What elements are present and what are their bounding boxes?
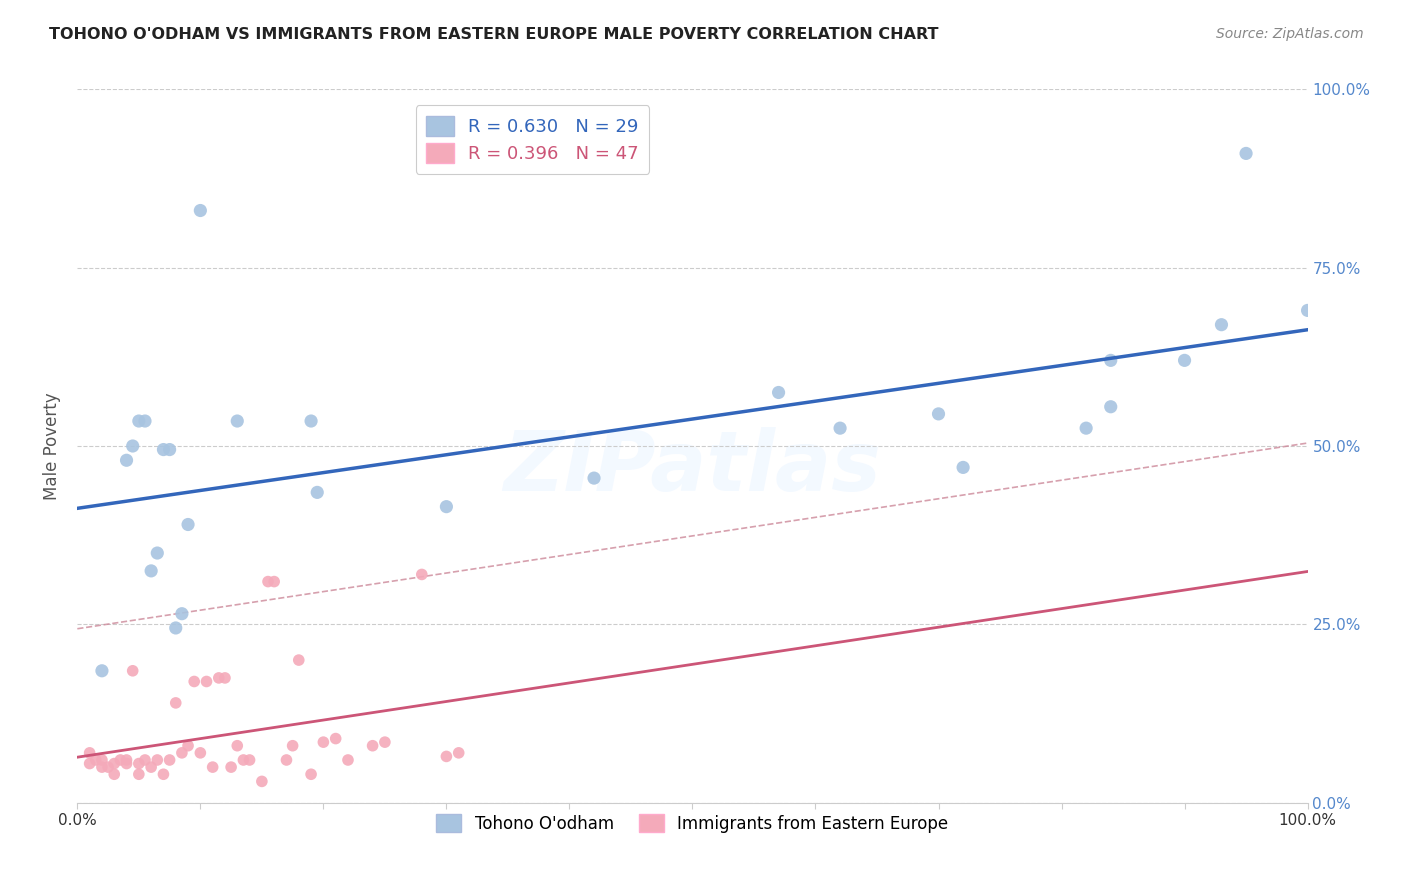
Point bbox=[281, 739, 304, 753]
Point bbox=[1211, 318, 1233, 332]
Point bbox=[307, 485, 329, 500]
Text: Source: ZipAtlas.com: Source: ZipAtlas.com bbox=[1216, 27, 1364, 41]
Point bbox=[183, 674, 205, 689]
Point bbox=[146, 546, 169, 560]
Point bbox=[103, 767, 125, 781]
Point bbox=[188, 203, 212, 218]
Point bbox=[84, 753, 107, 767]
Point bbox=[447, 746, 470, 760]
Point bbox=[128, 756, 150, 771]
Point bbox=[325, 731, 347, 746]
Point bbox=[128, 414, 150, 428]
Point bbox=[159, 442, 181, 457]
Point bbox=[830, 421, 852, 435]
Point bbox=[146, 753, 169, 767]
Point bbox=[1099, 353, 1122, 368]
Point bbox=[170, 746, 193, 760]
Point bbox=[768, 385, 790, 400]
Point bbox=[219, 760, 242, 774]
Point bbox=[195, 674, 218, 689]
Point bbox=[411, 567, 433, 582]
Point bbox=[263, 574, 285, 589]
Point bbox=[121, 664, 143, 678]
Point bbox=[90, 753, 114, 767]
Point bbox=[103, 756, 125, 771]
Point bbox=[90, 760, 114, 774]
Point bbox=[110, 753, 132, 767]
Point bbox=[436, 749, 458, 764]
Point bbox=[312, 735, 335, 749]
Point bbox=[337, 753, 360, 767]
Point bbox=[121, 439, 143, 453]
Point bbox=[134, 753, 156, 767]
Point bbox=[115, 453, 138, 467]
Point bbox=[257, 574, 280, 589]
Point bbox=[1234, 146, 1257, 161]
Y-axis label: Male Poverty: Male Poverty bbox=[44, 392, 62, 500]
Point bbox=[952, 460, 974, 475]
Point bbox=[115, 756, 138, 771]
Point bbox=[208, 671, 231, 685]
Point bbox=[1076, 421, 1098, 435]
Point bbox=[79, 756, 101, 771]
Point bbox=[152, 442, 174, 457]
Point bbox=[115, 753, 138, 767]
Point bbox=[226, 414, 249, 428]
Point bbox=[97, 760, 120, 774]
Point bbox=[374, 735, 396, 749]
Point bbox=[583, 471, 606, 485]
Point bbox=[361, 739, 384, 753]
Point bbox=[276, 753, 298, 767]
Point bbox=[79, 746, 101, 760]
Point bbox=[170, 607, 193, 621]
Point bbox=[134, 414, 156, 428]
Point bbox=[226, 739, 249, 753]
Point bbox=[1099, 400, 1122, 414]
Point bbox=[141, 564, 163, 578]
Point bbox=[177, 517, 200, 532]
Point bbox=[214, 671, 236, 685]
Point bbox=[141, 760, 163, 774]
Point bbox=[1296, 303, 1319, 318]
Point bbox=[128, 767, 150, 781]
Point bbox=[165, 621, 187, 635]
Point bbox=[299, 767, 322, 781]
Point bbox=[288, 653, 311, 667]
Point bbox=[90, 664, 114, 678]
Point bbox=[928, 407, 950, 421]
Point bbox=[159, 753, 181, 767]
Point bbox=[232, 753, 254, 767]
Legend: Tohono O'odham, Immigrants from Eastern Europe: Tohono O'odham, Immigrants from Eastern … bbox=[429, 805, 956, 841]
Point bbox=[250, 774, 273, 789]
Point bbox=[201, 760, 224, 774]
Point bbox=[299, 414, 322, 428]
Point bbox=[1174, 353, 1197, 368]
Text: TOHONO O'ODHAM VS IMMIGRANTS FROM EASTERN EUROPE MALE POVERTY CORRELATION CHART: TOHONO O'ODHAM VS IMMIGRANTS FROM EASTER… bbox=[49, 27, 939, 42]
Text: ZIPatlas: ZIPatlas bbox=[503, 427, 882, 508]
Point bbox=[188, 746, 212, 760]
Point bbox=[239, 753, 262, 767]
Point bbox=[436, 500, 458, 514]
Point bbox=[177, 739, 200, 753]
Point bbox=[165, 696, 187, 710]
Point bbox=[152, 767, 174, 781]
